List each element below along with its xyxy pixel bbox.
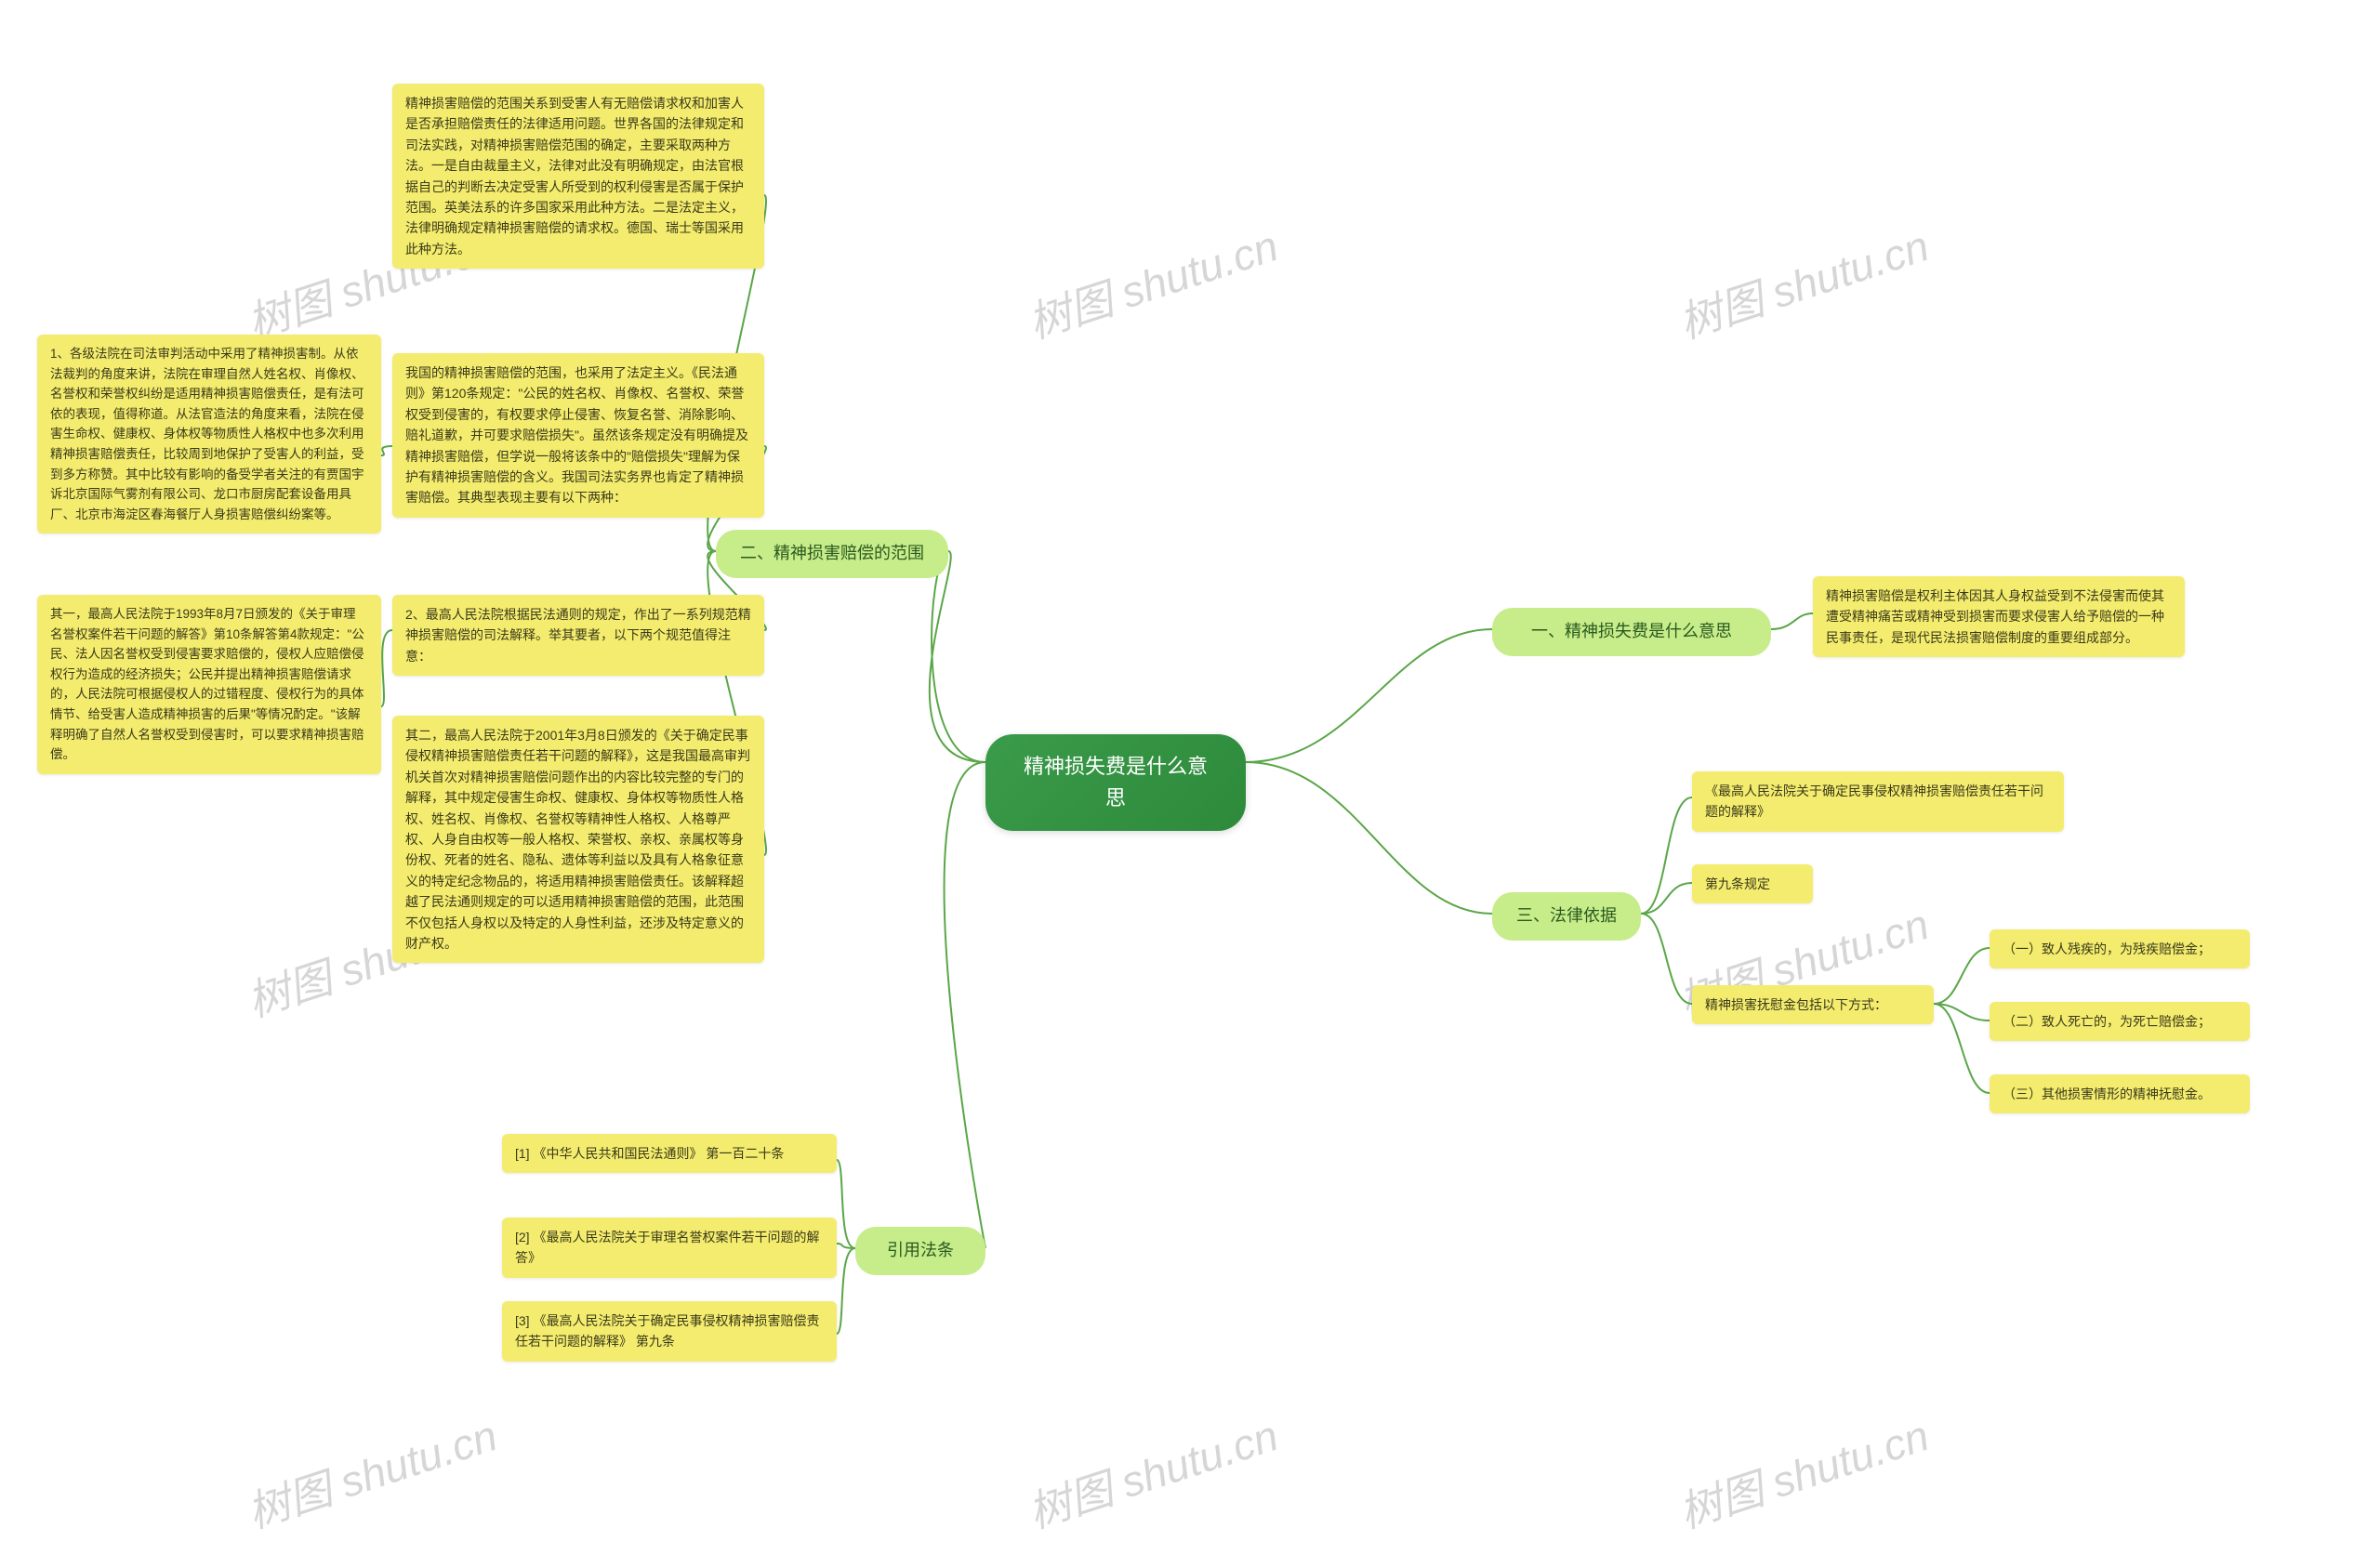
branch-3[interactable]: 三、法律依据: [1492, 892, 1641, 941]
leaf-b3-forms: 精神损害抚慰金包括以下方式：: [1692, 985, 1934, 1024]
leaf-b2-para4: 其二，最高人民法院于2001年3月8日颁发的《关于确定民事侵权精神损害赔偿责任若…: [392, 716, 764, 963]
root-node[interactable]: 精神损失费是什么意思: [985, 734, 1246, 831]
leaf-b2-deep1: 1、各级法院在司法审判活动中采用了精神损害制。从依法裁判的角度来讲，法院在审理自…: [37, 335, 381, 533]
leaf-b3-form1: （一）致人残疾的，为残疾赔偿金；: [1990, 929, 2250, 968]
watermark: 树图 shutu.cn: [1020, 213, 1285, 351]
watermark: 树图 shutu.cn: [1671, 213, 1936, 351]
watermark: 树图 shutu.cn: [239, 1402, 504, 1541]
leaf-b3-interp: 《最高人民法院关于确定民事侵权精神损害赔偿责任若干问题的解释》: [1692, 771, 2064, 832]
branch-1[interactable]: 一、精神损失费是什么意思: [1492, 608, 1771, 656]
leaf-b3-form3: （三）其他损害情形的精神抚慰金。: [1990, 1074, 2250, 1113]
leaf-b4-cite1: [1] 《中华人民共和国民法通则》 第一百二十条: [502, 1134, 837, 1173]
leaf-b2-para3-label: 2、最高人民法院根据民法通则的规定，作出了一系列规范精神损害赔偿的司法解释。举其…: [392, 595, 764, 676]
branch-2[interactable]: 二、精神损害赔偿的范围: [716, 530, 948, 578]
watermark: 树图 shutu.cn: [1020, 1402, 1285, 1541]
leaf-b1-desc: 精神损害赔偿是权利主体因其人身权益受到不法侵害而使其遭受精神痛苦或精神受到损害而…: [1813, 576, 2185, 657]
leaf-b3-form2: （二）致人死亡的，为死亡赔偿金；: [1990, 1002, 2250, 1041]
watermark: 树图 shutu.cn: [1671, 1402, 1936, 1541]
leaf-b4-cite3: [3] 《最高人民法院关于确定民事侵权精神损害赔偿责任若干问题的解释》 第九条: [502, 1301, 837, 1362]
leaf-b3-article9: 第九条规定: [1692, 864, 1813, 903]
leaf-b4-cite2: [2] 《最高人民法院关于审理名誉权案件若干问题的解答》: [502, 1218, 837, 1278]
leaf-b2-deep2: 其一，最高人民法院于1993年8月7日颁发的《关于审理名誉权案件若干问题的解答》…: [37, 595, 381, 774]
leaf-b2-para1: 精神损害赔偿的范围关系到受害人有无赔偿请求权和加害人是否承担赔偿责任的法律适用问…: [392, 84, 764, 269]
branch-4[interactable]: 引用法条: [855, 1227, 985, 1275]
leaf-b2-para2: 我国的精神损害赔偿的范围，也采用了法定主义。《民法通则》第120条规定："公民的…: [392, 353, 764, 518]
